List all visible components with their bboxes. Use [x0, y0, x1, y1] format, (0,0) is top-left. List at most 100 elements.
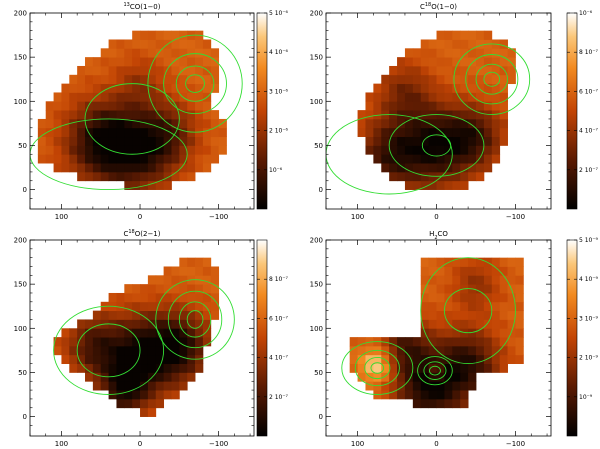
map-cell [436, 363, 445, 373]
map-cell [77, 319, 86, 329]
map-cell [452, 163, 461, 173]
map-cell [460, 180, 469, 190]
contour-line [84, 83, 180, 155]
panel-1: 100 0 −100 0 50 100 150 200 13CO(1−0) 10⁻⁶ 2 10⁻⁶ 3… [14, 2, 289, 221]
map-cell [147, 127, 157, 138]
map-cell [171, 83, 180, 93]
map-cell [499, 74, 508, 85]
map-cell [452, 101, 461, 111]
map-cell [171, 171, 180, 182]
map-cell [202, 145, 212, 155]
map-cell [460, 354, 469, 365]
x-tick-label: 0 [138, 440, 142, 448]
map-cell [436, 83, 445, 93]
map-cell [155, 92, 165, 102]
map-cell [420, 154, 430, 164]
colorbar: 10⁻⁹ 2 10⁻⁹ 3 10⁻⁹ 4 10⁻⁹ 5 10⁻⁹ [566, 237, 599, 437]
map-cell [155, 372, 165, 382]
map-cell [483, 65, 493, 76]
map-cell [428, 74, 437, 85]
map-cell [468, 83, 477, 93]
map-cell [373, 145, 382, 155]
map-cell [124, 345, 133, 356]
map-cell [147, 92, 157, 102]
map-cell [452, 257, 461, 267]
map-cell [61, 337, 70, 347]
map-cell [404, 163, 414, 173]
map-cell [171, 92, 180, 102]
map-cell [37, 127, 47, 138]
map-cell [357, 337, 366, 347]
map-cell [420, 319, 430, 329]
map-cell [187, 57, 196, 67]
map-cell [436, 319, 445, 329]
map-cell [404, 345, 414, 356]
contours [53, 279, 235, 395]
y-tick-label: 100 [14, 325, 27, 333]
map-cell [499, 310, 508, 320]
map-cell [171, 275, 180, 285]
map-cell [61, 145, 70, 155]
map-cell [187, 74, 196, 85]
map-cell [163, 319, 172, 329]
map-cell [116, 127, 125, 138]
map-cell [37, 136, 47, 146]
map-cell [179, 354, 188, 365]
map-cell [85, 83, 94, 93]
map-cell [155, 74, 165, 85]
map-cell [202, 257, 212, 267]
map-cell [460, 301, 469, 312]
map-cell [124, 154, 133, 164]
map-cell [163, 354, 172, 365]
map-cell [460, 127, 469, 138]
map-cell [412, 398, 422, 409]
colorbar-tick-label: 5 10⁻⁶ [269, 10, 289, 17]
map-cell [468, 266, 477, 276]
map-cell [132, 65, 141, 76]
map-cell [77, 110, 86, 120]
map-cell [476, 275, 485, 285]
map-cell [132, 74, 141, 85]
map-cell [100, 363, 109, 373]
map-cell [147, 110, 157, 120]
map-cell [420, 292, 430, 303]
map-cell [507, 65, 516, 76]
map-cell [85, 354, 94, 365]
map-cell [357, 345, 366, 356]
y-tick-label: 200 [310, 10, 323, 18]
map-cell [507, 74, 516, 85]
map-cell [195, 154, 204, 164]
map-cell [428, 145, 437, 155]
map-cell [460, 154, 469, 164]
map-cell [404, 337, 414, 347]
map-cell [476, 65, 485, 76]
map-cell [163, 110, 172, 120]
map-cell [436, 92, 445, 102]
map-cell [468, 292, 477, 303]
map-cell [77, 145, 86, 155]
map-cell [69, 363, 78, 373]
axes-frame [29, 239, 255, 437]
map-cell [116, 145, 125, 155]
map-cell [452, 92, 461, 102]
map-cell [476, 74, 485, 85]
map-cell [397, 118, 406, 129]
y-tick-label: 150 [14, 54, 27, 62]
map-cell [436, 136, 445, 146]
map-cell [499, 319, 508, 329]
map-cell [124, 180, 133, 190]
map-cell [381, 145, 390, 155]
map-cell [428, 292, 437, 303]
map-cell [397, 337, 406, 347]
map-cell [483, 337, 493, 347]
map-cell [389, 337, 398, 347]
map-cell [124, 92, 133, 102]
contour-line [167, 290, 223, 349]
map-cell [116, 398, 125, 409]
map-cell [147, 145, 157, 155]
map-cell [45, 101, 54, 111]
map-cell [468, 110, 477, 120]
map-cell [187, 337, 196, 347]
map-cell [476, 30, 485, 40]
map-cell [163, 57, 172, 67]
